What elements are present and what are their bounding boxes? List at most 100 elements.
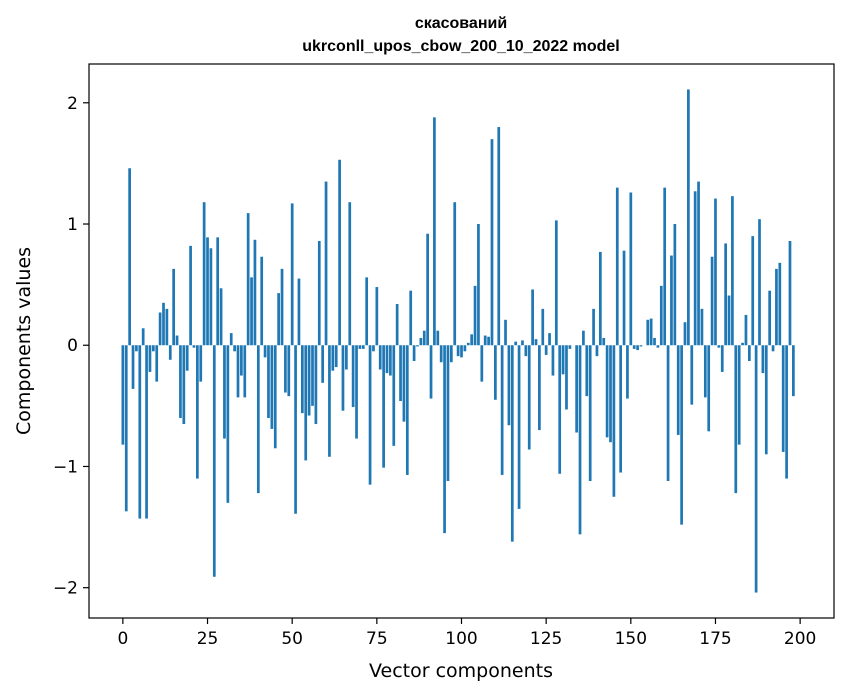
bar-7 bbox=[145, 345, 148, 519]
bar-78 bbox=[385, 345, 389, 374]
bar-1 bbox=[124, 345, 128, 512]
bar-189 bbox=[761, 345, 765, 374]
bar-54 bbox=[304, 345, 308, 461]
bar-52 bbox=[297, 278, 301, 346]
bar-60 bbox=[324, 181, 328, 346]
bar-65 bbox=[341, 345, 345, 411]
bar-40 bbox=[256, 345, 260, 494]
bar-125 bbox=[544, 345, 548, 355]
bar-18 bbox=[182, 345, 186, 425]
bar-10 bbox=[155, 345, 159, 382]
bar-74 bbox=[372, 345, 375, 352]
bar-150 bbox=[629, 192, 633, 346]
x-axis-label: Vector components bbox=[369, 660, 553, 682]
bar-198 bbox=[792, 345, 795, 397]
bar-3 bbox=[131, 345, 135, 389]
bar-85 bbox=[409, 290, 413, 346]
bar-179 bbox=[727, 295, 731, 346]
bar-23 bbox=[199, 345, 203, 382]
y-axis-ticks: −2 −1 0 1 2 bbox=[53, 94, 89, 599]
bar-88 bbox=[419, 337, 423, 346]
bar-113 bbox=[504, 319, 507, 346]
x-tick-label: 0 bbox=[117, 629, 128, 649]
bar-127 bbox=[551, 345, 555, 376]
bar-167 bbox=[687, 89, 690, 346]
bar-156 bbox=[649, 318, 653, 346]
bar-45 bbox=[273, 345, 277, 449]
bar-145 bbox=[612, 345, 616, 497]
y-tick-label: 2 bbox=[67, 94, 78, 114]
bar-175 bbox=[714, 198, 717, 346]
bar-93 bbox=[436, 330, 440, 346]
bar-66 bbox=[345, 345, 348, 370]
bar-35 bbox=[240, 345, 243, 376]
bar-172 bbox=[703, 345, 707, 398]
x-tick-label: 75 bbox=[366, 629, 388, 649]
bar-24 bbox=[202, 202, 206, 346]
bar-21 bbox=[192, 345, 196, 348]
bar-166 bbox=[683, 322, 687, 346]
bar-124 bbox=[541, 308, 545, 346]
bar-132 bbox=[568, 345, 572, 349]
bar-139 bbox=[592, 308, 595, 346]
bar-14 bbox=[168, 345, 172, 360]
bar-141 bbox=[598, 251, 602, 346]
bar-55 bbox=[307, 345, 311, 416]
bar-171 bbox=[700, 308, 704, 346]
bar-180 bbox=[731, 196, 734, 346]
bar-168 bbox=[690, 345, 694, 405]
bar-30 bbox=[223, 345, 226, 439]
bar-134 bbox=[575, 345, 578, 433]
bar-94 bbox=[439, 345, 443, 363]
bar-144 bbox=[609, 345, 612, 443]
bar-194 bbox=[778, 262, 782, 346]
bar-25 bbox=[206, 237, 209, 346]
bar-130 bbox=[561, 345, 565, 375]
bar-146 bbox=[615, 187, 619, 346]
bar-121 bbox=[531, 289, 534, 346]
bar-69 bbox=[355, 345, 358, 439]
bar-119 bbox=[524, 345, 528, 357]
bar-81 bbox=[395, 304, 399, 346]
bar-15 bbox=[172, 268, 176, 346]
bars-group bbox=[121, 89, 795, 593]
bar-106 bbox=[480, 345, 484, 382]
y-tick-label: −1 bbox=[53, 457, 78, 477]
bar-73 bbox=[368, 345, 372, 485]
bar-37 bbox=[246, 213, 250, 346]
bar-184 bbox=[744, 314, 748, 346]
bar-19 bbox=[185, 345, 189, 371]
x-tick-label: 25 bbox=[197, 629, 219, 649]
bar-96 bbox=[446, 345, 450, 482]
bar-11 bbox=[158, 312, 162, 346]
bar-57 bbox=[314, 345, 318, 425]
bar-192 bbox=[771, 345, 775, 352]
bar-107 bbox=[483, 335, 487, 346]
bar-92 bbox=[433, 117, 436, 346]
bar-17 bbox=[179, 345, 182, 418]
bar-99 bbox=[456, 345, 460, 357]
bar-62 bbox=[331, 345, 335, 371]
bar-140 bbox=[595, 345, 599, 357]
bar-72 bbox=[365, 277, 369, 346]
y-tick-label: −2 bbox=[53, 579, 78, 599]
bar-6 bbox=[141, 328, 145, 346]
bar-38 bbox=[250, 277, 253, 346]
bar-111 bbox=[497, 127, 501, 346]
bar-117 bbox=[517, 345, 521, 509]
bar-114 bbox=[507, 345, 511, 426]
bar-186 bbox=[751, 236, 755, 346]
bar-75 bbox=[375, 287, 379, 346]
bar-36 bbox=[243, 345, 247, 398]
bar-13 bbox=[165, 308, 169, 346]
bar-118 bbox=[521, 340, 524, 346]
bar-159 bbox=[659, 285, 663, 346]
bar-162 bbox=[670, 255, 673, 346]
bar-116 bbox=[514, 341, 518, 346]
bar-182 bbox=[737, 345, 741, 445]
bar-5 bbox=[138, 345, 142, 519]
plot-frame bbox=[88, 63, 835, 619]
bar-56 bbox=[311, 345, 314, 406]
bar-122 bbox=[534, 339, 538, 346]
